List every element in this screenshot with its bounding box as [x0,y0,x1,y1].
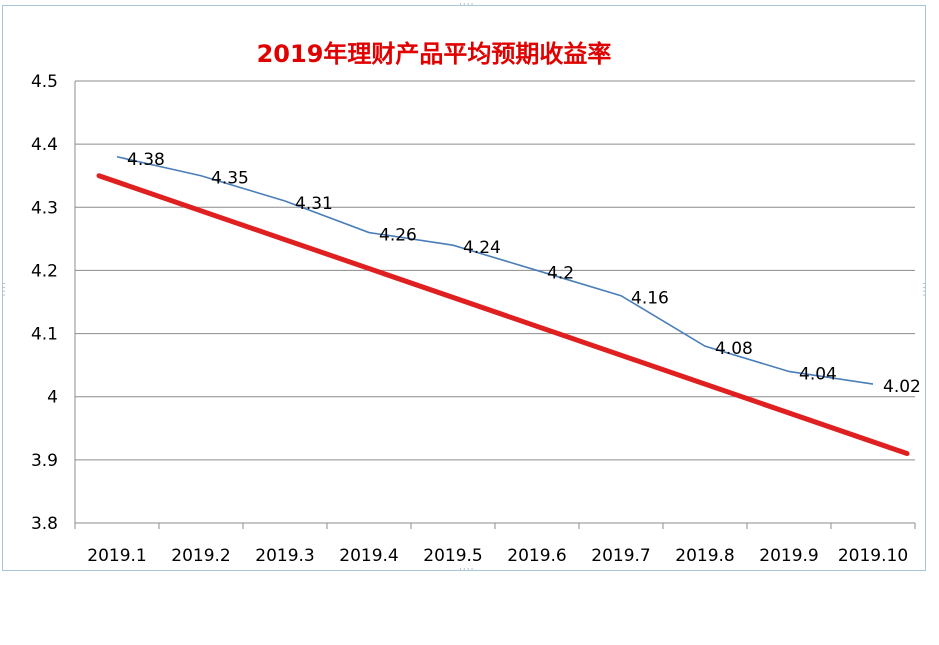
y-tick-label-4: 4 [47,388,58,408]
data-label-2019.3: 4.31 [295,194,333,214]
resize-handle-right-icon[interactable]: ···· [918,282,928,298]
x-tick-label-2019.9: 2019.9 [759,546,818,566]
x-tick-label-2019.10: 2019.10 [838,546,908,566]
x-tick-label-2019.8: 2019.8 [675,546,734,566]
x-axis-tick-labels: 2019.1 2019.2 2019.3 2019.4 2019.5 2019.6 2019… [87,546,908,566]
chart-frame: ···· ···· ···· ···· [0,0,928,575]
resize-handle-left-icon[interactable]: ···· [0,282,8,298]
data-label-2019.5: 4.24 [463,238,501,258]
x-tick-label-2019.5: 2019.5 [423,546,482,566]
x-tick-label-2019.4: 2019.4 [339,546,398,566]
series-line [116,155,874,385]
y-tick-label-3.9: 3.9 [31,451,58,471]
chart-title: 2019年理财产品平均预期收益率 [257,40,612,68]
data-label-2019.9: 4.04 [799,364,837,384]
data-label-2019.10: 4.02 [883,377,921,397]
data-label-2019.4: 4.26 [379,226,417,246]
resize-handle-bottom-icon[interactable]: ···· [459,565,475,575]
x-tick-label-2019.3: 2019.3 [255,546,314,566]
data-label-2019.7: 4.16 [631,289,669,309]
y-tick-label-4.1: 4.1 [31,325,58,345]
data-label-2019.1: 4.38 [127,150,165,170]
y-tick-label-4.2: 4.2 [31,261,58,281]
resize-handle-top-icon[interactable]: ···· [459,0,475,10]
axes [74,81,916,529]
x-tick-label-2019.1: 2019.1 [87,546,146,566]
y-tick-label-3.8: 3.8 [31,514,58,534]
y-axis-tick-labels: 3.8 3.9 4 4.1 4.2 4.3 4.4 4.5 [31,72,58,534]
x-tick-label-2019.2: 2019.2 [171,546,230,566]
data-label-2019.6: 4.2 [547,263,574,283]
data-label-2019.8: 4.08 [715,339,753,359]
trendline-line [96,173,910,457]
data-labels: 4.38 4.35 4.31 4.26 4.24 4.2 4.16 4.08 4.04 4.02 [127,150,921,397]
gridlines [75,80,915,524]
series-polyline [116,155,874,385]
y-tick-label-4.5: 4.5 [31,72,58,92]
y-tick-label-4.4: 4.4 [31,135,58,155]
trendline [96,173,910,457]
x-tick-label-2019.7: 2019.7 [591,546,650,566]
data-label-2019.2: 4.35 [211,169,249,189]
x-tick-label-2019.6: 2019.6 [507,546,566,566]
y-tick-label-4.3: 4.3 [31,198,58,218]
